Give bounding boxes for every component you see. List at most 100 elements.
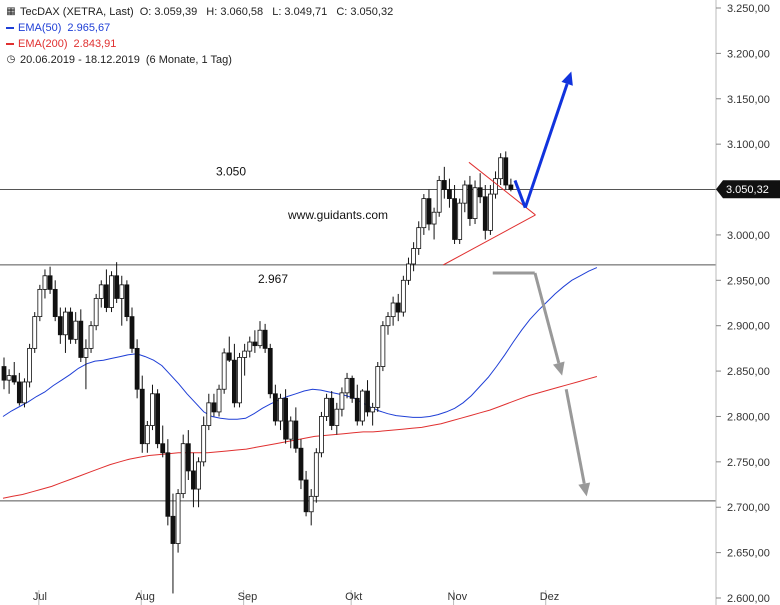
candle [83,339,89,390]
arrow-down-2-head [578,482,591,497]
candle-body [252,341,258,347]
legend-ema200-row: EMA(200) 2.843,91 [6,36,399,52]
candle-body [262,329,268,349]
candle-body [78,320,84,358]
candle-body [400,279,406,313]
candle [493,171,498,199]
candle [457,198,463,244]
ema200-value: 2.843,91 [73,38,117,50]
y-tick-label: 2.750,00 [727,457,770,469]
candle-body [6,375,12,381]
candle-body [52,288,58,318]
candle [6,369,12,394]
arrow-up-head [561,71,573,86]
candle-body [98,284,104,299]
y-tick-label: 3.250,00 [727,3,770,15]
candle [380,321,386,372]
legend-range-row: ◷ 20.06.2019 - 18.12.2019 (6 Monate, 1 T… [6,52,399,68]
legend-title-row: ▦ TecDAX (XETRA, Last) O: 3.059,39 H: 3.… [6,4,399,20]
arrow-up [523,71,573,209]
candle-body [380,325,386,367]
ema50-label: EMA(50) [18,22,62,34]
candle-body [354,397,360,422]
legend-ema50-row: EMA(50) 2.965,67 [6,20,399,36]
candle-body [416,227,422,249]
candle-body [160,443,166,454]
candle [216,384,222,417]
candle [508,178,514,192]
y-tick-label: 3.150,00 [727,94,770,106]
candle-body [472,187,478,219]
candle [395,293,401,322]
candle [262,323,268,353]
candle-body [365,390,370,413]
candle-body [298,447,304,481]
candle [32,312,38,353]
candle-body [436,180,442,213]
candle-body [431,211,437,225]
candle [267,343,273,399]
candle-body [324,397,329,417]
candle-body [395,302,401,313]
candle-body [185,443,191,472]
candle-body [247,341,253,352]
candle-body [231,359,237,404]
candle [160,425,166,458]
candle [52,280,58,322]
candle [119,275,125,326]
arrow-down-2-shaft [564,388,586,484]
candle-body [170,515,176,544]
legend-low: L: 3.049,71 [272,6,328,18]
candle [155,389,161,449]
candle [482,185,488,240]
candle-body [73,320,79,340]
candle-body [11,375,17,383]
moving-averages [2,267,598,499]
legend-high: H: 3.060,58 [206,6,264,18]
candle [114,262,120,303]
candle-body [329,397,335,426]
x-tick-label: Jul [33,591,47,603]
candle [1,357,7,390]
candle-body [114,275,120,299]
candle-body [339,392,345,410]
candle [124,280,130,322]
arrow-down-1 [533,272,565,376]
candle [288,416,294,449]
candle [370,402,376,426]
candle-body [237,357,242,404]
candle-body [88,325,94,349]
candle-body [344,377,350,394]
candle [390,296,396,326]
ema50-line [2,267,598,420]
candle-body [16,381,22,404]
candle [313,448,319,503]
candle-body [63,311,68,336]
candle [257,321,263,349]
candle-body [503,157,509,186]
candle-body [462,184,468,204]
candle [329,391,335,431]
x-tick-label: Okt [345,591,362,603]
candle [139,375,145,453]
candle [411,242,417,272]
candle-body [359,390,365,422]
candle [47,266,53,294]
candle [385,312,391,335]
ema50-swatch [6,27,14,29]
y-tick-label: 2.900,00 [727,321,770,333]
candle [237,352,242,408]
candle-body [27,347,33,383]
candle-body [150,393,155,426]
candle [278,393,283,431]
candle-body [493,178,498,195]
candle [98,280,104,308]
candle [16,372,22,406]
candle [416,221,422,255]
legend-range-detail: (6 Monate, 1 Tag) [145,54,232,66]
candle-body [134,347,140,390]
candle-body [191,470,196,490]
x-tick-label: Aug [135,591,155,603]
legend: ▦ TecDAX (XETRA, Last) O: 3.059,39 H: 3.… [6,4,399,68]
